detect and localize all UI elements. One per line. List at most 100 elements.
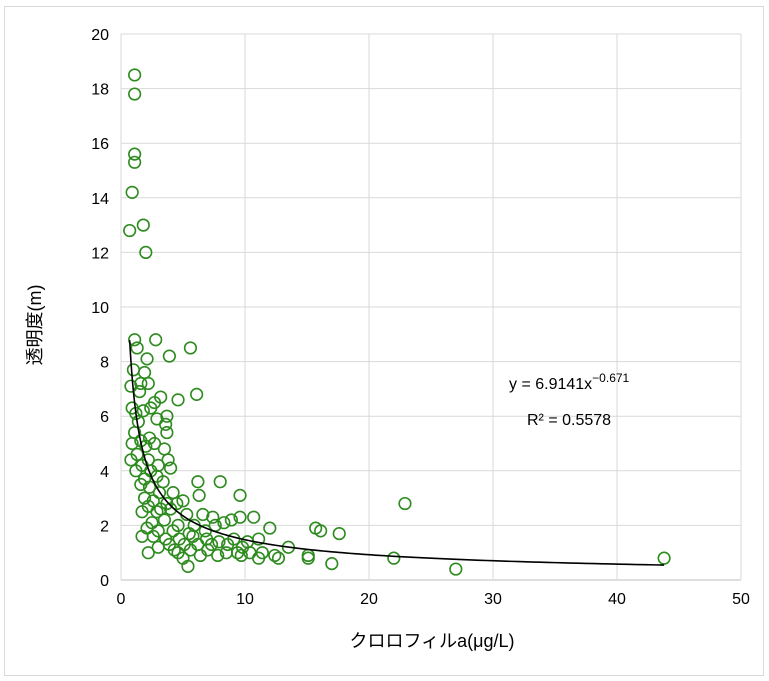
data-point [176, 494, 190, 508]
data-point [128, 68, 142, 82]
data-point [150, 505, 164, 519]
data-point [144, 401, 158, 415]
data-point [314, 524, 328, 538]
data-point [301, 548, 315, 563]
trendline-equation-exponent: −0.671 [592, 371, 629, 385]
data-point [183, 341, 198, 355]
data-point [224, 513, 238, 527]
data-point [157, 513, 171, 527]
data-point [196, 507, 210, 522]
data-point [141, 376, 155, 391]
data-point [190, 387, 204, 401]
y-tick-label: 14 [91, 191, 109, 208]
data-point [147, 436, 162, 451]
trendline-equation: y = 6.9141x−0.671 [509, 371, 630, 393]
data-point [160, 425, 174, 440]
grid [120, 33, 742, 581]
y-tick-label: 12 [91, 245, 109, 262]
x-axis-title: クロロフィルa(μg/L) [349, 631, 514, 651]
data-point [166, 524, 180, 538]
x-tick-label: 20 [360, 591, 378, 608]
data-point [139, 245, 153, 259]
data-point [128, 155, 142, 169]
data-point [252, 532, 266, 546]
chart-frame: 0 2 4 6 8 10 12 14 16 18 20 0 10 20 30 40 50 y = 6.9141x… [4, 6, 764, 676]
data-point [123, 223, 137, 238]
data-point [233, 510, 247, 524]
data-point [657, 551, 671, 565]
data-point [193, 548, 207, 563]
data-point [325, 557, 339, 571]
data-point [125, 436, 139, 451]
data-point [217, 516, 231, 530]
data-point [263, 521, 277, 535]
data-point [221, 537, 235, 552]
trendline-equation-base: y = 6.9141x [509, 376, 592, 393]
x-tick-label: 0 [117, 591, 126, 608]
data-point [159, 417, 173, 431]
data-point [140, 352, 154, 366]
y-tick-label: 0 [100, 573, 109, 590]
data-point [166, 486, 180, 500]
data-point [398, 496, 412, 511]
data-point [134, 376, 148, 391]
x-tick-label: 40 [608, 591, 626, 608]
data-point [167, 543, 181, 557]
data-point [129, 464, 143, 478]
data-point [230, 546, 245, 560]
data-point [137, 365, 152, 380]
data-point [387, 551, 401, 565]
trendline [128, 340, 665, 566]
data-point [191, 475, 205, 489]
x-tick-label: 30 [484, 591, 502, 608]
data-point [135, 505, 149, 519]
data-point [171, 393, 185, 407]
tick-labels: 0 2 4 6 8 10 12 14 16 18 20 0 10 20 30 40 50 [91, 27, 750, 608]
data-point [161, 453, 175, 467]
data-point [182, 526, 196, 541]
x-tick-label: 10 [236, 591, 254, 608]
data-point [192, 488, 206, 502]
y-tick-label: 18 [91, 82, 109, 99]
data-point [133, 385, 147, 399]
y-tick-label: 2 [100, 518, 109, 535]
data-point [134, 477, 148, 492]
y-tick-label: 10 [91, 300, 109, 317]
data-point [130, 341, 144, 355]
data-point [271, 551, 286, 565]
data-point [247, 510, 261, 524]
data-point [449, 562, 463, 576]
data-point [233, 488, 247, 502]
data-point [206, 510, 220, 524]
data-point [211, 548, 225, 563]
data-points [123, 68, 671, 576]
data-point [162, 349, 176, 363]
data-point [268, 548, 282, 563]
data-point [160, 409, 174, 423]
data-point [146, 529, 160, 543]
data-point [164, 502, 178, 516]
data-point [252, 551, 266, 565]
data-point [126, 363, 140, 377]
data-point [128, 87, 142, 101]
y-tick-label: 4 [100, 464, 109, 481]
data-point [139, 439, 153, 453]
data-point [234, 548, 248, 563]
data-point [124, 453, 138, 467]
data-point [136, 404, 150, 418]
data-point [332, 526, 346, 541]
data-point [164, 461, 178, 475]
scatter-chart: 0 2 4 6 8 10 12 14 16 18 20 0 10 20 30 40 50 y = 6.9141x… [25, 27, 750, 651]
data-point [213, 475, 227, 489]
y-tick-label: 20 [91, 27, 109, 44]
data-point [212, 535, 226, 549]
y-axis-title: 透明度(m) [25, 285, 45, 366]
data-point [128, 147, 142, 161]
data-point [137, 491, 152, 505]
y-tick-label: 6 [100, 409, 109, 426]
data-point [136, 218, 150, 232]
data-point [141, 546, 155, 560]
trendline-r2: R² = 0.5578 [527, 412, 611, 429]
data-point [149, 333, 163, 347]
data-point [181, 559, 195, 573]
